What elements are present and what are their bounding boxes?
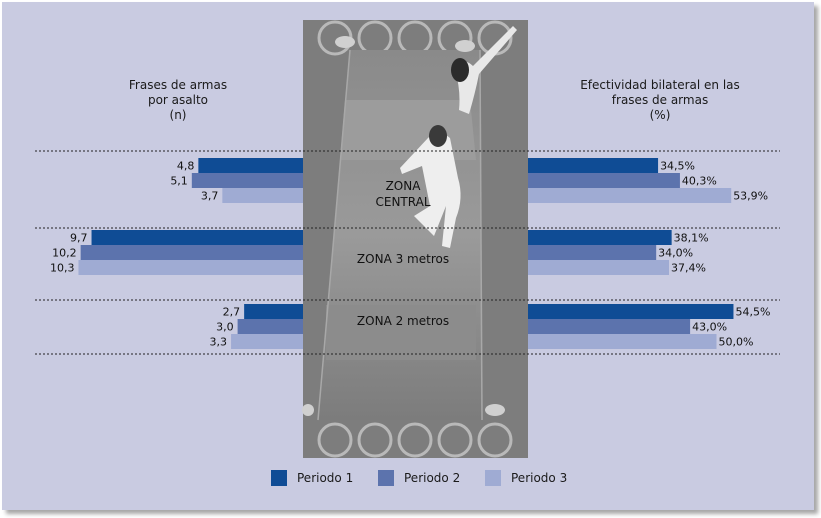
- fencing-photo: [302, 20, 528, 458]
- olympic-ring-decoration: [397, 422, 433, 458]
- olympic-ring-decoration: [317, 422, 353, 458]
- fencer-top: [455, 26, 517, 114]
- legend-swatch-periodo-3: [485, 470, 501, 486]
- piste-lamp-top-right: [455, 40, 475, 52]
- zone-labels: ZONA CENTRAL ZONA 3 metros ZONA 2 metros: [357, 179, 449, 328]
- left-bar-zone1-periodo-2: [191, 173, 303, 188]
- right-bar-zone2-periodo-3: [528, 260, 669, 275]
- legend-item-periodo-2: Periodo 2: [378, 470, 460, 488]
- legend-label-periodo-1: Periodo 1: [297, 471, 354, 485]
- left-value-label-zone2-periodo-3: 10,3: [50, 262, 75, 275]
- zone-label-1-line-2: CENTRAL: [375, 195, 430, 209]
- right-bar-zone1-periodo-3: [528, 188, 732, 203]
- left-bar-zone3-periodo-3: [231, 334, 303, 349]
- olympic-ring-decoration: [477, 422, 513, 458]
- legend-label-periodo-2: Periodo 2: [404, 471, 461, 485]
- piste-lamp-bottom-right: [485, 404, 505, 416]
- piste-edge-left: [317, 49, 351, 421]
- right-value-label-zone1-periodo-2: 40,3%: [682, 175, 717, 188]
- left-bar-zone2-periodo-3: [78, 260, 304, 275]
- zone-label-3-line-1: ZONA 2 metros: [357, 314, 449, 328]
- right-bar-zone3-periodo-1: [528, 304, 734, 319]
- right-value-label-zone3-periodo-2: 43,0%: [692, 321, 727, 334]
- fencer-top-mask: [451, 58, 469, 82]
- piste-zone-2m: [326, 305, 476, 360]
- left-bar-zone2-periodo-2: [80, 245, 303, 260]
- left-title-line-1: Frases de armas: [128, 78, 228, 92]
- legend-item-periodo-3: Periodo 3: [485, 470, 567, 488]
- legend-swatch-periodo-2: [378, 470, 394, 486]
- left-axis-title: Frases de armas por asalto (n): [108, 78, 248, 123]
- left-bar-zone1-periodo-3: [222, 188, 303, 203]
- right-axis-title: Efectividad bilateral en las frases de a…: [560, 78, 760, 123]
- left-value-label-zone1-periodo-3: 3,7: [201, 190, 219, 203]
- olympic-ring-decoration: [357, 422, 393, 458]
- right-bar-zone2-periodo-2: [528, 245, 657, 260]
- right-title-line-3: (%): [649, 108, 671, 122]
- piste-lamp-bottom-left: [302, 404, 314, 416]
- right-value-label-zone3-periodo-1: 54,5%: [735, 306, 770, 319]
- legend-swatch-periodo-1: [271, 470, 287, 486]
- right-bar-zone1-periodo-1: [528, 158, 659, 173]
- left-value-label-zone1-periodo-2: 5,1: [170, 175, 188, 188]
- fencer-bottom: [400, 133, 461, 248]
- left-value-label-zone2-periodo-1: 9,7: [70, 232, 88, 245]
- legend-label-periodo-3: Periodo 3: [511, 471, 568, 485]
- piste-edge-right: [479, 49, 483, 421]
- left-bar-zone1-periodo-1: [198, 158, 303, 173]
- left-bar-zone3-periodo-1: [244, 304, 303, 319]
- zone-label-2-line-1: ZONA 3 metros: [357, 252, 449, 266]
- left-title-line-3: (n): [169, 108, 187, 122]
- olympic-ring-decoration: [437, 422, 473, 458]
- bars: [78, 158, 734, 349]
- left-bar-zone2-periodo-1: [91, 230, 303, 245]
- left-value-label-zone2-periodo-2: 10,2: [52, 247, 77, 260]
- right-bar-zone1-periodo-2: [528, 173, 680, 188]
- right-value-label-zone2-periodo-1: 38,1%: [674, 232, 709, 245]
- right-value-label-zone3-periodo-3: 50,0%: [719, 336, 754, 349]
- left-title-line-2: por asalto: [147, 93, 209, 107]
- left-bar-zone3-periodo-2: [237, 319, 303, 334]
- left-value-label-zone3-periodo-2: 3,0: [216, 321, 234, 334]
- right-value-label-zone1-periodo-3: 53,9%: [733, 190, 768, 203]
- left-value-label-zone1-periodo-1: 4,8: [177, 160, 195, 173]
- right-value-label-zone2-periodo-2: 34,0%: [658, 247, 693, 260]
- fencer-bottom-mask: [429, 125, 447, 147]
- right-bar-zone3-periodo-2: [528, 319, 691, 334]
- right-value-label-zone1-periodo-1: 34,5%: [660, 160, 695, 173]
- legend-item-periodo-1: Periodo 1: [271, 470, 353, 488]
- right-title-line-1: Efectividad bilateral en las: [580, 78, 740, 92]
- zone-label-1-line-1: ZONA: [386, 179, 422, 193]
- right-value-label-zone2-periodo-3: 37,4%: [671, 262, 706, 275]
- right-bar-zone3-periodo-3: [528, 334, 717, 349]
- left-value-label-zone3-periodo-3: 3,3: [210, 336, 228, 349]
- right-title-line-2: frases de armas: [611, 93, 709, 107]
- left-value-label-zone3-periodo-1: 2,7: [223, 306, 241, 319]
- piste-lamp-top-left: [335, 36, 355, 48]
- right-bar-zone2-periodo-1: [528, 230, 672, 245]
- value-labels: 4,8 34,5% 5,1 40,3% 3,7 53,9% 9,7 38,1% 10,2 34,0…: [50, 160, 770, 349]
